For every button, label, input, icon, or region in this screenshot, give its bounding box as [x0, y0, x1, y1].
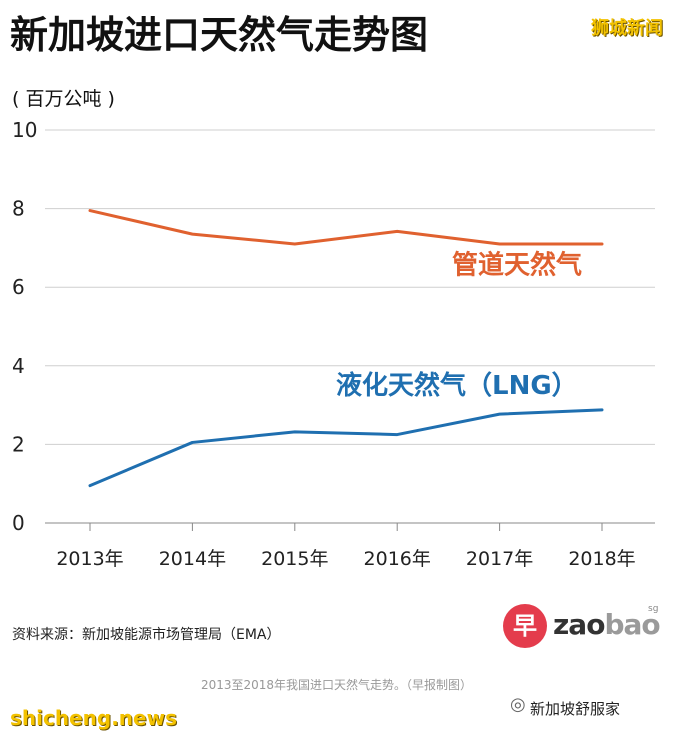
zaobao-logo-text: zaobao [553, 608, 661, 641]
x-tick-label: 2016年 [364, 548, 431, 570]
series-label-2: 液化天然气（LNG） [336, 370, 578, 401]
zaobao-logo-mark: 早 [503, 604, 547, 648]
y-tick-label: 6 [12, 275, 25, 299]
series-line-2 [88, 408, 604, 488]
x-tick-label: 2015年 [261, 548, 328, 570]
line-chart: 0 2 4 6 8 10 2013年 2014年 2015年 2016年 2017年 2018年 管道天… [12, 118, 655, 570]
x-tick-label: 2013年 [56, 548, 123, 570]
y-tick-label: 2 [12, 432, 25, 456]
chart-title: 新加坡进口天然气走势图 [10, 13, 429, 57]
x-tick-label: 2017年 [466, 548, 533, 570]
y-tick-label: 0 [12, 511, 25, 535]
source-note: 资料来源：新加坡能源市场管理局（EMA） [12, 627, 281, 643]
x-tick-label: 2014年 [159, 548, 226, 570]
series-line-1 [88, 209, 604, 246]
logo-text-a: zao [553, 608, 605, 641]
watermark-site: shicheng.news [10, 706, 177, 730]
wechat-icon: ◎ [510, 694, 526, 715]
y-tick-label: 4 [12, 354, 25, 378]
image-caption: 2013至2018年我国进口天然气走势。（早报制图） [200, 678, 473, 692]
y-tick-label: 8 [12, 197, 25, 221]
x-tick-label: 2018年 [568, 548, 635, 570]
logo-text-b: bao [604, 608, 660, 641]
zaobao-logo: 早 zaobao sg [503, 602, 663, 650]
y-axis-unit-label: ( 百万公吨 ) [12, 88, 115, 110]
brand-watermark-top: 狮城新闻 [591, 18, 663, 39]
zaobao-logo-sup: sg [648, 604, 659, 614]
watermark-account: 新加坡舒服家 [530, 700, 621, 718]
y-tick-label: 10 [12, 118, 37, 142]
series-label-1: 管道天然气 [452, 249, 582, 280]
